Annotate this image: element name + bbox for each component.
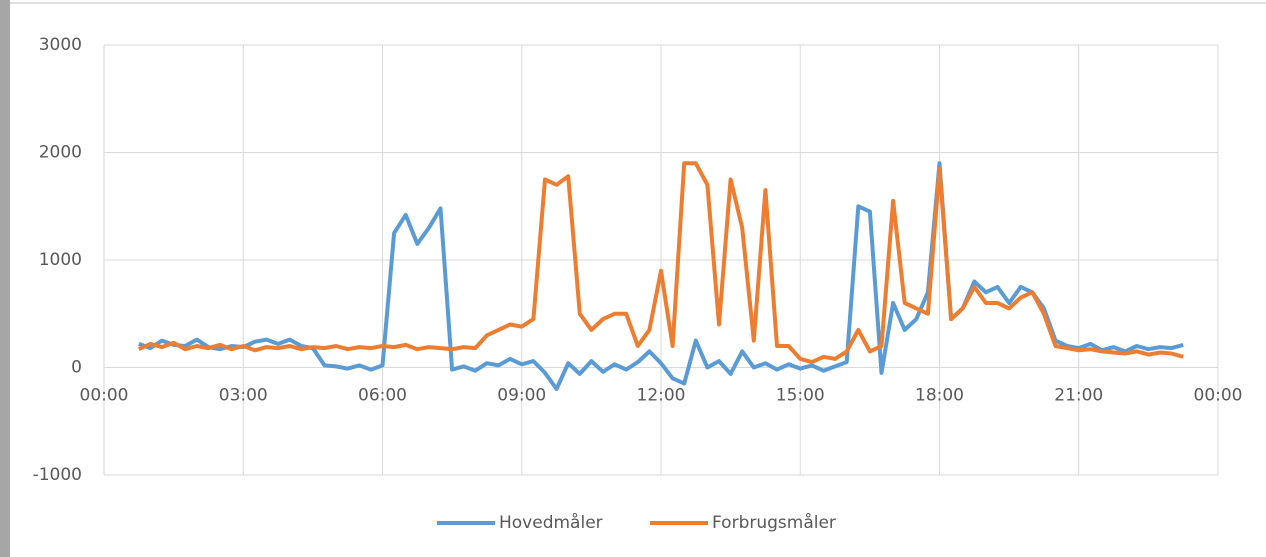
legend-label: Forbrugsmåler [712, 512, 836, 533]
x-tick-label: 12:00 [637, 386, 686, 406]
series-line [137, 161, 1184, 365]
x-tick-label: 03:00 [219, 386, 268, 406]
y-tick-label: 1000 [39, 250, 82, 270]
legend-label: Hovedmåler [499, 512, 603, 533]
window-edge [0, 0, 10, 557]
x-tick-label: 06:00 [358, 386, 407, 406]
x-tick-label: 21:00 [1054, 386, 1103, 406]
y-tick-label: 2000 [39, 143, 82, 163]
x-tick-label: 00:00 [1194, 386, 1243, 406]
x-tick-label: 09:00 [497, 386, 546, 406]
y-tick-label: -1000 [33, 465, 82, 485]
y-tick-label: 0 [71, 358, 82, 378]
x-tick-label: 15:00 [776, 386, 825, 406]
y-tick-label: 3000 [39, 35, 82, 55]
x-tick-label: 00:00 [80, 386, 129, 406]
x-tick-label: 18:00 [915, 386, 964, 406]
